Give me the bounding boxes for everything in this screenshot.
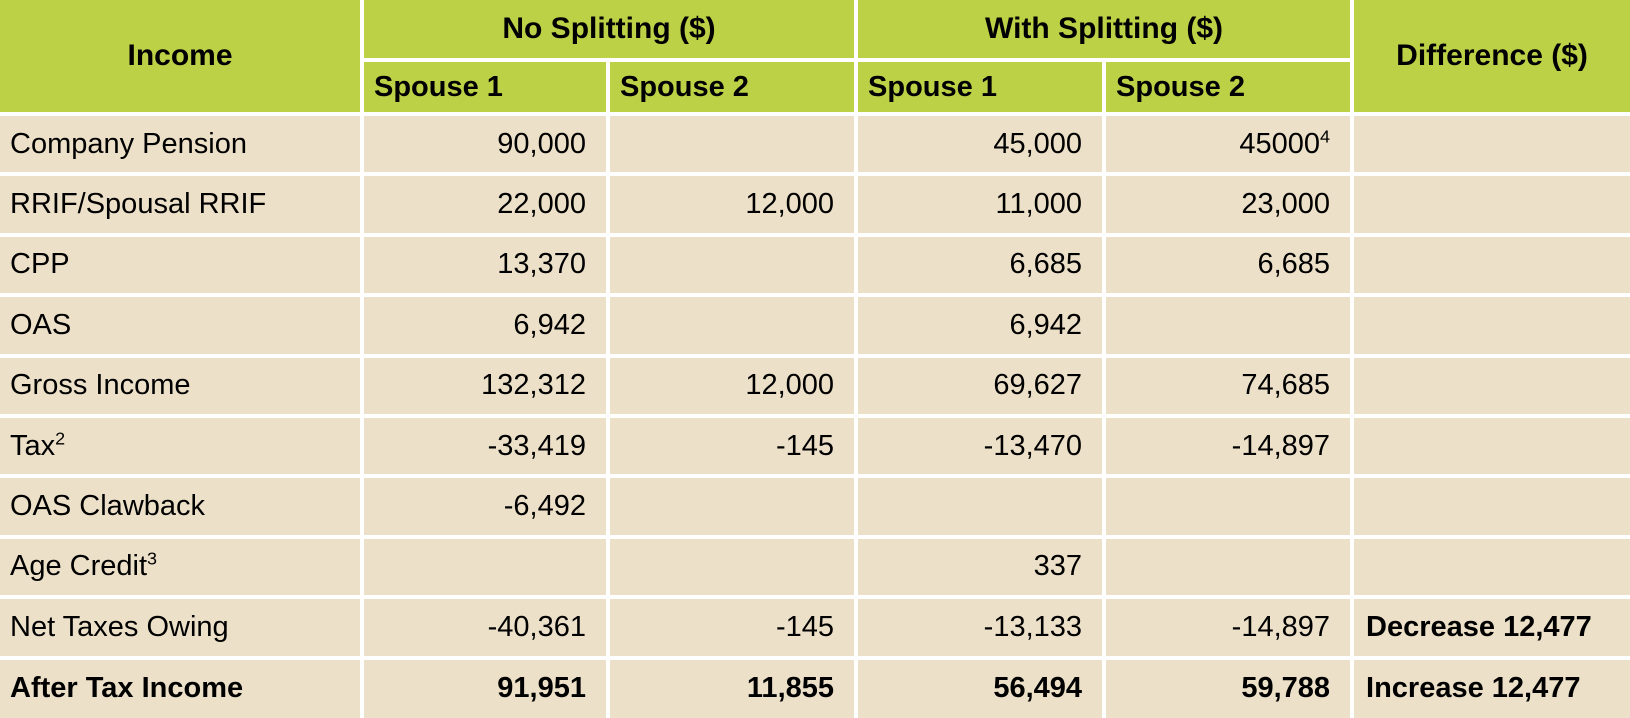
- row-label: Company Pension: [0, 111, 364, 177]
- value-cell: -33,419: [360, 413, 610, 479]
- table-row: OAS 6,942 6,942: [0, 293, 1630, 358]
- table-row: RRIF/Spousal RRIF 22,000 12,000 11,000 23,00…: [0, 172, 1630, 237]
- value-cell: [1102, 474, 1355, 539]
- row-label: Net Taxes Owing: [0, 595, 364, 660]
- row-label: RRIF/Spousal RRIF: [0, 172, 364, 237]
- difference-cell: [1350, 293, 1630, 358]
- table-body: Company Pension 90,000 45,000 450004 RRIF/Sp…: [0, 111, 1630, 718]
- difference-cell: [1350, 474, 1630, 539]
- table-row: Tax2 -33,419 -145 -13,470 -14,897: [0, 413, 1630, 479]
- difference-cell: [1350, 232, 1630, 298]
- value-cell: [360, 534, 610, 600]
- table-row: Net Taxes Owing -40,361 -145 -13,133 -14,897…: [0, 595, 1630, 660]
- no-splitting-group-header: No Splitting ($): [359, 0, 859, 62]
- value-cell: -14,897: [1102, 595, 1355, 660]
- row-label: OAS Clawback: [0, 474, 364, 539]
- difference-cell: [1350, 413, 1630, 479]
- value-cell: 6,942: [360, 293, 610, 358]
- with-splitting-spouse2-header: Spouse 2: [1102, 58, 1355, 116]
- value-cell: -145: [605, 595, 859, 660]
- value-cell: -14,897: [1102, 413, 1355, 479]
- value-cell: 23,000: [1102, 172, 1355, 237]
- value-cell: 6,685: [854, 232, 1107, 298]
- value-cell: 45,000: [854, 111, 1107, 177]
- value-cell: -6,492: [360, 474, 610, 539]
- value-cell: 11,855: [605, 655, 859, 718]
- header-row-spouses: Spouse 1 Spouse 2 Spouse 1 Spouse 2: [0, 58, 1630, 116]
- value-cell: 69,627: [854, 353, 1107, 418]
- table-header: Income No Splitting ($) With Splitting (…: [0, 0, 1630, 116]
- value-cell: 337: [854, 534, 1107, 600]
- value-cell: [854, 474, 1107, 539]
- table-row: After Tax Income 91,951 11,855 56,494 59,788…: [0, 655, 1630, 718]
- value-cell: [605, 111, 859, 177]
- difference-cell: [1350, 534, 1630, 600]
- value-cell: -13,470: [854, 413, 1107, 479]
- row-label: OAS: [0, 293, 364, 358]
- row-label: Age Credit3: [0, 534, 364, 600]
- difference-cell: Decrease 12,477: [1350, 595, 1630, 660]
- value-cell: 12,000: [605, 353, 859, 418]
- value-cell: [1102, 293, 1355, 358]
- row-label: Gross Income: [0, 353, 364, 418]
- value-cell: [1102, 534, 1355, 600]
- value-cell: 6,942: [854, 293, 1107, 358]
- difference-cell: [1350, 111, 1630, 177]
- value-cell: 22,000: [360, 172, 610, 237]
- row-label: After Tax Income: [0, 655, 364, 718]
- footnote-marker: 4: [1320, 126, 1331, 147]
- value-cell: [605, 534, 859, 600]
- value-cell: [605, 293, 859, 358]
- difference-cell: [1350, 353, 1630, 418]
- value-cell: 11,000: [854, 172, 1107, 237]
- value-cell: [605, 474, 859, 539]
- value-cell: 12,000: [605, 172, 859, 237]
- row-label: CPP: [0, 232, 364, 298]
- no-splitting-spouse2-header: Spouse 2: [605, 58, 859, 116]
- table-row: OAS Clawback -6,492: [0, 474, 1630, 539]
- value-cell: -13,133: [854, 595, 1107, 660]
- value-cell: [605, 232, 859, 298]
- value-cell: 91,951: [360, 655, 610, 718]
- table-row: CPP 13,370 6,685 6,685: [0, 232, 1630, 298]
- no-splitting-spouse1-header: Spouse 1: [360, 58, 610, 116]
- value-cell: 74,685: [1102, 353, 1355, 418]
- header-row-groups: Income No Splitting ($) With Splitting (…: [0, 0, 1630, 116]
- difference-column-header: Difference ($): [1350, 0, 1630, 116]
- value-cell: 6,685: [1102, 232, 1355, 298]
- footnote-marker: 3: [147, 548, 158, 569]
- value-cell: 59,788: [1102, 655, 1355, 718]
- value-cell: 13,370: [360, 232, 610, 298]
- difference-cell: [1350, 172, 1630, 237]
- table-row: Gross Income 132,312 12,000 69,627 74,685: [0, 353, 1630, 418]
- value-cell: 56,494: [854, 655, 1107, 718]
- table-row: Company Pension 90,000 45,000 450004: [0, 111, 1630, 177]
- value-cell: 450004: [1102, 111, 1355, 177]
- difference-cell: Increase 12,477: [1350, 655, 1630, 718]
- value-cell: 132,312: [360, 353, 610, 418]
- value-cell: -40,361: [360, 595, 610, 660]
- value-cell: 90,000: [360, 111, 610, 177]
- with-splitting-group-header: With Splitting ($): [854, 0, 1355, 62]
- value-cell: -145: [605, 413, 859, 479]
- income-column-header: Income: [0, 0, 364, 116]
- footnote-marker: 2: [55, 427, 66, 448]
- table-row: Age Credit3 337: [0, 534, 1630, 600]
- with-splitting-spouse1-header: Spouse 1: [854, 58, 1107, 116]
- row-label: Tax2: [0, 413, 364, 479]
